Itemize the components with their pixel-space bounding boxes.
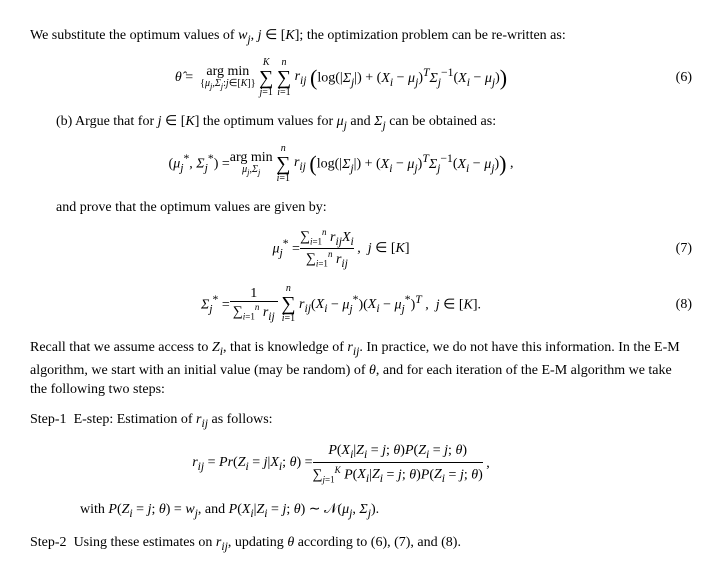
- equation-7: μj* = ∑i=1n rijXi ∑i=1n rij , j ∈ [K]: [30, 228, 652, 271]
- step-2-line: Step-2 Using these estimates on rij, upd…: [30, 533, 692, 555]
- equation-argmin: (μj*, Σj*) = arg min μj,Σj n ∑ i=1 rij (…: [30, 144, 652, 184]
- equation-6-number: (6): [652, 68, 692, 88]
- equation-7-row: μj* = ∑i=1n rijXi ∑i=1n rij , j ∈ [K] (7…: [30, 228, 692, 271]
- prove-text: and prove that the optimum values are gi…: [56, 198, 692, 218]
- equation-6-row: θ̂ = arg min {μj,Σj:j∈[K]} K ∑ j=1 n ∑ i…: [30, 58, 692, 98]
- equation-8-row: Σj* = 1 ∑i=1n rij n ∑ i=1 rij(Xi − μj*)(…: [30, 284, 692, 324]
- step-1-line: Step-1 E-step: Estimation of rij as foll…: [30, 410, 692, 432]
- equation-7-number: (7): [652, 239, 692, 259]
- with-line: with P(Zi = j; θ) = wj, and P(Xi|Zi = j;…: [80, 500, 692, 522]
- equation-rij: rij = Pr(Zi = j|Xi; θ) = P(Xi|Zi = j; θ)…: [30, 442, 652, 487]
- equation-argmin-row: (μj*, Σj*) = arg min μj,Σj n ∑ i=1 rij (…: [30, 144, 692, 184]
- equation-8-number: (8): [652, 295, 692, 315]
- step-2-label: Step-2: [30, 535, 67, 550]
- equation-8: Σj* = 1 ∑i=1n rij n ∑ i=1 rij(Xi − μj*)(…: [30, 284, 652, 324]
- equation-rij-row: rij = Pr(Zi = j|Xi; θ) = P(Xi|Zi = j; θ)…: [30, 442, 692, 487]
- intro-text: We substitute the optimum values of wj, …: [30, 26, 692, 48]
- part-b-text: (b) Argue that for j ∈ [K] the optimum v…: [56, 112, 692, 134]
- equation-6: θ̂ = arg min {μj,Σj:j∈[K]} K ∑ j=1 n ∑ i…: [30, 58, 652, 98]
- step-1-label: Step-1: [30, 412, 67, 427]
- recall-text: Recall that we assume access to Zi, that…: [30, 338, 692, 399]
